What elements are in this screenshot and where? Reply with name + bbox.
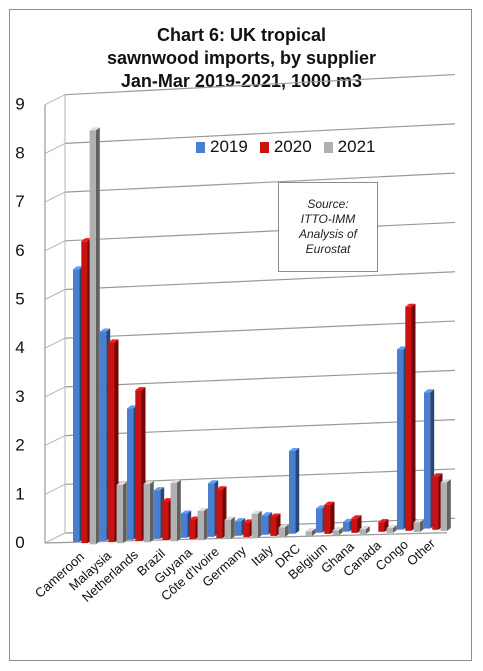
x-tick-label-italy: Italy [248,542,276,569]
gridline-5 [64,271,456,291]
bar-2021-ghana [359,526,370,535]
chart-title: Chart 6: UK tropical sawnwood imports, b… [0,24,483,93]
bar-2020-ghana [351,515,362,533]
chart-title-line-2: sawnwood imports, by supplier [106,48,377,68]
bar-2021-c-te-d-ivoire [224,516,235,540]
source-note-line-1: Source: [307,197,349,211]
y-tick-label-1: 1 [15,484,24,503]
chart-title-line-3: Jan-Mar 2019-2021, 1000 m3 [120,71,363,91]
bar-2021-germany [251,510,262,539]
gridline-depth-1 [44,483,66,495]
gridline-depth-7 [44,191,66,203]
y-tick-label-9: 9 [15,95,24,114]
y-tick-label-4: 4 [15,338,24,357]
bar-2021-guyana [197,507,208,541]
source-note: Source: ITTO-IMM Analysis of Eurostat [278,182,378,272]
bar-2021-italy [278,524,289,538]
legend-label-2019: 2019 [210,137,248,156]
legend-label-2020: 2020 [273,137,312,156]
legend-swatch-2021 [323,141,333,153]
source-note-line-3: Analysis of [298,227,358,241]
gridline-depth-4 [44,337,66,349]
bar-2021-drc [305,528,316,537]
gridline-6 [64,221,456,242]
gridline-4 [64,320,456,339]
bar-2021-cameroon [89,127,100,545]
gridline-depth-0 [44,532,66,544]
y-tick-label-2: 2 [15,436,24,455]
y-tick-label-8: 8 [15,143,24,162]
gridline-depth-8 [44,142,66,154]
bar-2019-drc [289,447,300,534]
bar-2021-malaysia [116,481,127,544]
gridline-depth-9 [44,94,66,106]
gridline-depth-3 [44,386,66,398]
gridline-8 [64,123,456,144]
gridline-depth-2 [44,435,66,447]
legend-label-2021: 2021 [337,137,376,156]
gridline-9 [64,73,456,96]
y-tick-label-5: 5 [15,290,24,309]
y-tick-label-7: 7 [15,192,24,211]
bar-2021-other [440,479,451,531]
bar-layer [73,127,451,545]
gridline-2 [64,419,456,437]
chart-title-line-1: Chart 6: UK tropical [156,25,327,45]
gridline-7 [64,172,456,193]
legend: 2019 2020 2021 [196,137,375,157]
legend-item-2019: 2019 [196,137,248,157]
legend-item-2020: 2020 [259,137,312,157]
bar-2021-brazil [170,479,181,542]
legend-swatch-2020 [259,141,269,153]
y-tick-label-0: 0 [15,533,24,552]
gridline-depth-5 [44,289,66,300]
bar-2021-belgium [332,527,343,536]
source-note-line-2: ITTO-IMM [300,212,356,226]
bar-2021-netherlands [143,480,154,543]
bar-2020-belgium [324,501,335,534]
x-tick-label-other: Other [404,535,439,568]
bar-2020-congo [405,303,416,531]
source-note-line-4: Eurostat [305,242,351,256]
legend-swatch-2019 [196,141,205,153]
bar-2021-congo [413,519,424,532]
bar-2021-canada [386,525,397,534]
y-tick-label-3: 3 [15,387,24,406]
y-tick-label-6: 6 [15,241,24,260]
gridline-3 [64,369,456,388]
gridline-depth-6 [44,240,66,252]
legend-item-2021: 2021 [323,137,376,157]
